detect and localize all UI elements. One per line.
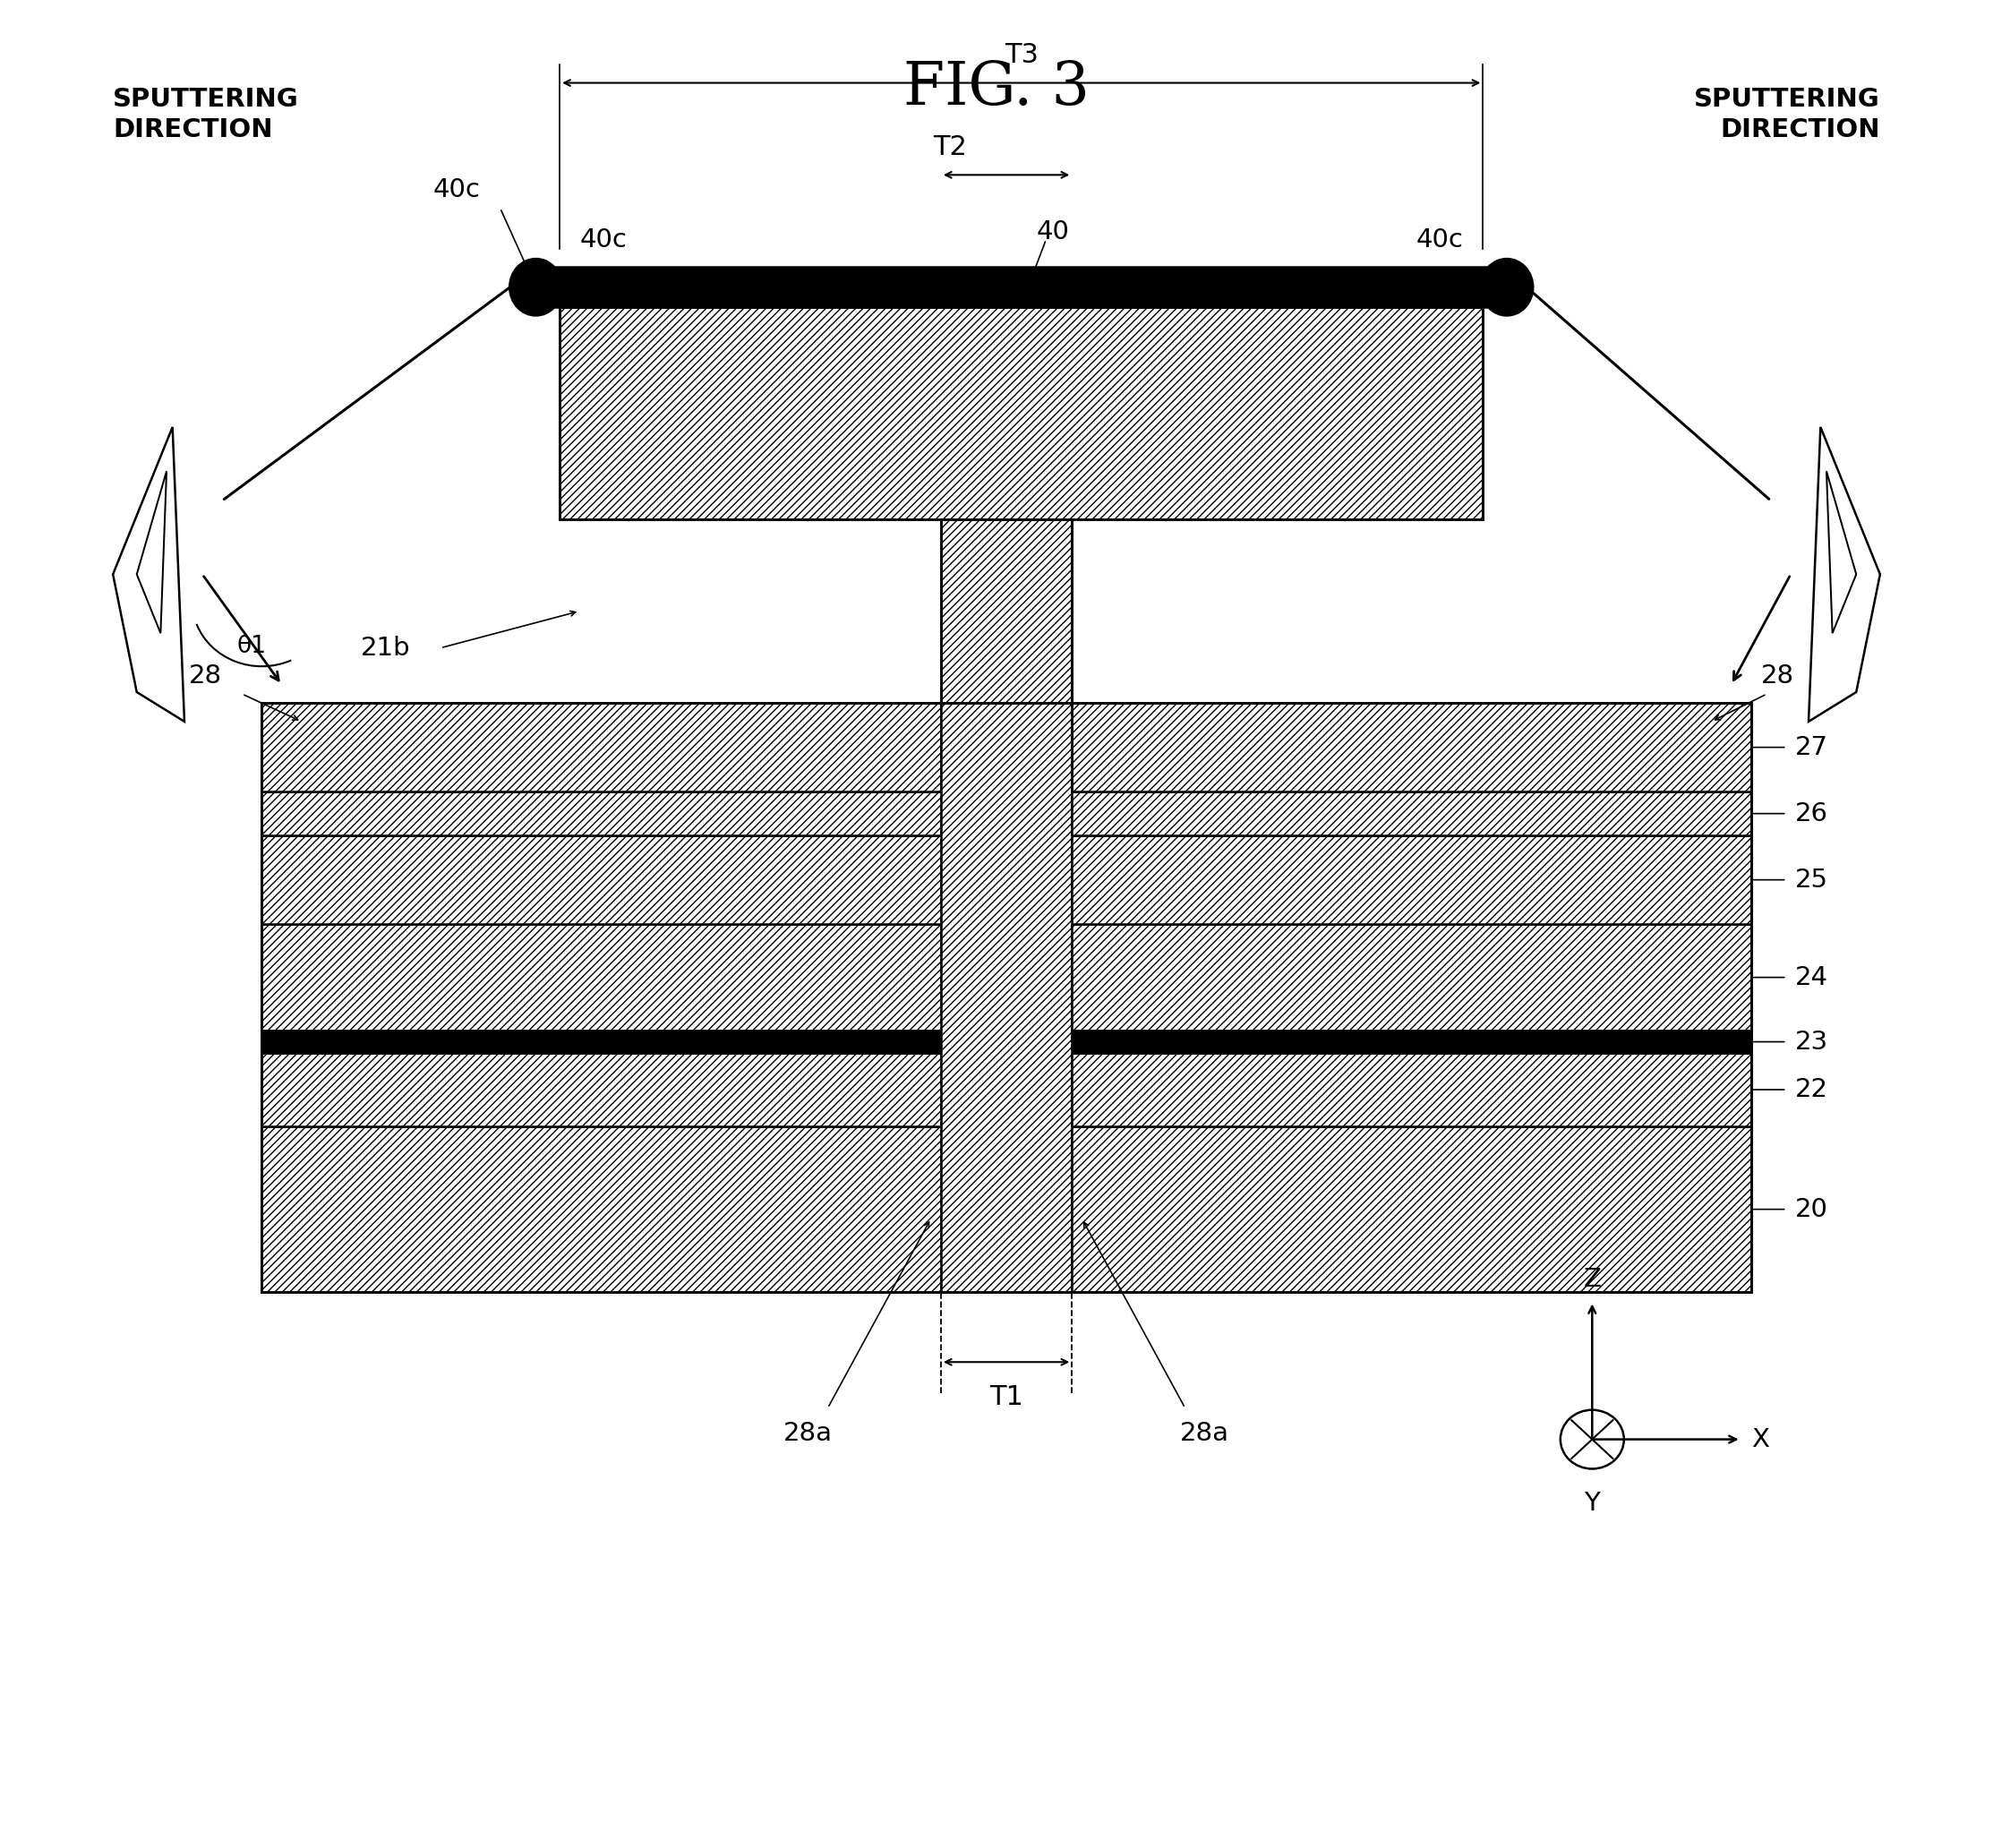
Text: X: X	[1752, 1427, 1770, 1453]
Text: 28a: 28a	[1180, 1421, 1230, 1445]
Text: 28a: 28a	[783, 1421, 833, 1445]
Text: 40a: 40a	[1166, 401, 1214, 425]
Text: T3: T3	[1004, 43, 1038, 68]
Bar	[261, 835, 1752, 924]
Text: 28: 28	[1762, 663, 1794, 689]
Bar	[941, 702, 1072, 1292]
Bar	[941, 519, 1072, 702]
Bar	[261, 702, 941, 791]
Bar	[536, 266, 1507, 307]
Text: 26: 26	[1794, 800, 1828, 826]
Text: 40c: 40c	[1415, 227, 1463, 251]
Text: 27: 27	[1794, 736, 1828, 760]
Polygon shape	[1808, 427, 1879, 721]
Text: θ1: θ1	[237, 636, 267, 658]
Text: T2: T2	[933, 135, 967, 161]
Bar	[261, 1127, 1752, 1292]
Bar	[261, 791, 1752, 835]
Text: Z: Z	[1582, 1268, 1600, 1292]
Text: 28: 28	[189, 663, 221, 689]
Polygon shape	[138, 471, 167, 634]
Text: 22: 22	[1794, 1077, 1828, 1101]
Text: 40b: 40b	[947, 599, 996, 623]
Text: 20: 20	[1794, 1198, 1828, 1222]
Bar	[261, 1031, 1752, 1053]
Text: 24: 24	[1794, 965, 1828, 991]
Bar	[261, 924, 1752, 1031]
Text: Y: Y	[1584, 1491, 1600, 1515]
Text: 23: 23	[1794, 1029, 1828, 1055]
Text: 21b: 21b	[361, 636, 411, 660]
Polygon shape	[114, 427, 185, 721]
Ellipse shape	[1481, 259, 1533, 316]
Text: 25: 25	[1794, 867, 1828, 893]
Text: 40c: 40c	[432, 177, 480, 203]
Text: 40: 40	[1036, 220, 1068, 244]
Text: FIG. 3: FIG. 3	[903, 59, 1090, 118]
Text: T1: T1	[989, 1384, 1022, 1410]
Bar	[1072, 702, 1752, 791]
Text: 28c: 28c	[646, 401, 694, 425]
Text: SPUTTERING
DIRECTION: SPUTTERING DIRECTION	[1694, 87, 1879, 142]
Ellipse shape	[510, 259, 562, 316]
Polygon shape	[1826, 471, 1855, 634]
Text: 40c: 40c	[580, 227, 628, 251]
Bar	[560, 307, 1483, 519]
Text: SPUTTERING
DIRECTION: SPUTTERING DIRECTION	[114, 87, 299, 142]
Bar	[261, 1053, 1752, 1127]
